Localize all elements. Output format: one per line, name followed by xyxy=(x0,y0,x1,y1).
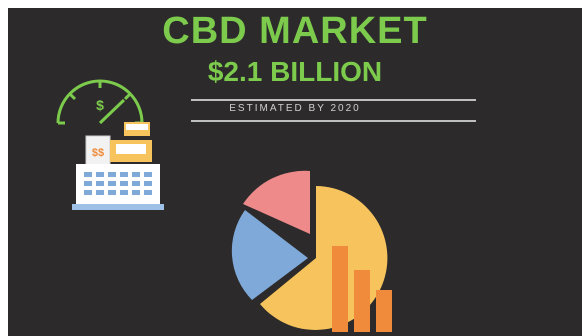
cash-register-icon: $ $$ xyxy=(56,79,164,210)
page-title: CBD MARKET xyxy=(162,10,428,52)
divider-top xyxy=(191,99,476,101)
bar-2 xyxy=(354,270,370,332)
bar-1 xyxy=(332,246,348,332)
gauge-symbol: $ xyxy=(96,97,104,113)
infographic-panel: CBD MARKET $2.1 BILLION ESTIMATED BY 202… xyxy=(8,8,582,336)
speedometer-dollar-icon: $ xyxy=(56,79,144,125)
market-value: $2.1 BILLION xyxy=(207,56,383,87)
bar-3 xyxy=(376,290,392,332)
pie-slice-pink xyxy=(243,170,310,234)
pie-slice-blue xyxy=(231,210,308,300)
estimate-note: ESTIMATED BY 2020 xyxy=(229,103,361,114)
divider-bottom xyxy=(191,120,476,122)
register-display: $$ xyxy=(92,147,104,159)
pie-and-bar-chart-icon xyxy=(231,170,392,332)
